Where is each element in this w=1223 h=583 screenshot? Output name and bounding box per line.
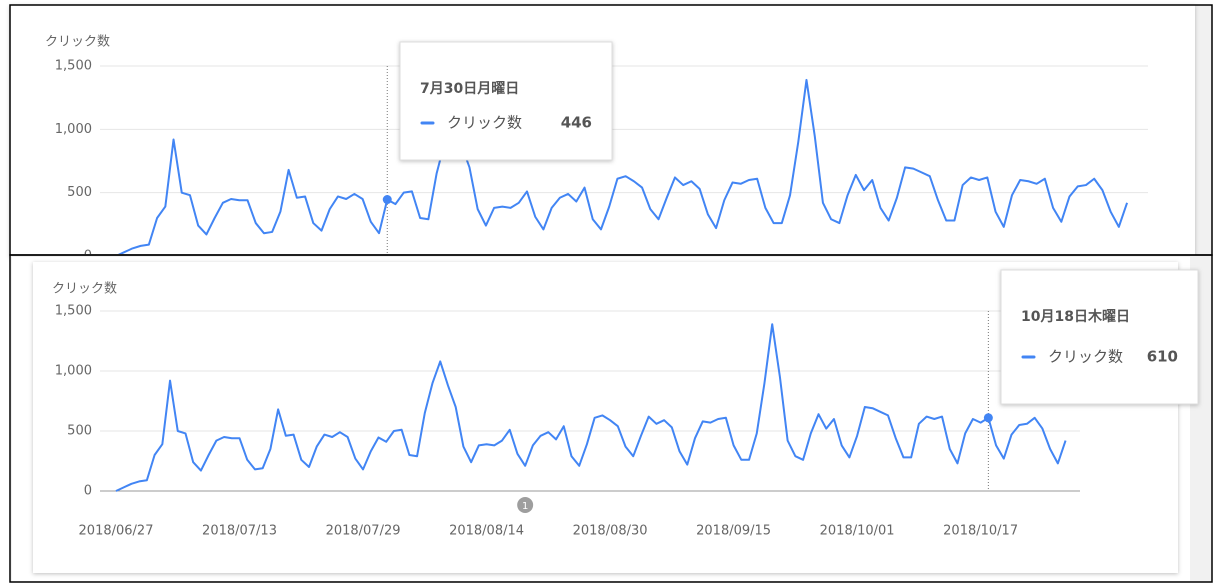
tooltip-series: クリック数 xyxy=(1048,348,1123,366)
bottom-frame xyxy=(9,254,1213,583)
x-tick-label: 2018/08/14 xyxy=(449,524,524,539)
x-tick-label: 2018/10/01 xyxy=(820,524,895,539)
hover-point xyxy=(983,413,993,423)
y-tick-label: 1,500 xyxy=(55,59,92,74)
y-tick-label: 1,500 xyxy=(55,304,92,319)
x-tick-label: 2018/07/13 xyxy=(202,524,277,539)
tooltip-value: 610 xyxy=(1147,348,1178,366)
x-tick-label: 2018/10/17 xyxy=(943,524,1018,539)
x-tick-label: 2018/09/15 xyxy=(696,524,771,539)
tooltip-series: クリック数 xyxy=(447,114,522,132)
x-tick-label: 2018/06/27 xyxy=(79,524,154,539)
bottom-chart: クリック数 0 500 1,000 1,500 2018/06/27 2018/07/13 2… xyxy=(52,269,1199,539)
tooltip-value: 446 xyxy=(561,114,592,132)
x-tick-label: 2018/08/30 xyxy=(573,524,648,539)
annotation-label: 1 xyxy=(522,501,528,512)
hover-point xyxy=(382,195,392,205)
annotation-marker xyxy=(517,497,534,513)
y-tick-label: 500 xyxy=(67,185,92,200)
tooltip xyxy=(399,41,613,161)
tooltip xyxy=(1000,269,1199,405)
tooltip-title: 7月30日月曜日 xyxy=(420,81,519,97)
y-tick-label: 1,000 xyxy=(55,122,92,137)
series-line xyxy=(115,323,1067,492)
x-tick-label: 2018/07/29 xyxy=(326,524,401,539)
y-axis-label: クリック数 xyxy=(45,35,110,50)
y-tick-label: 500 xyxy=(67,424,92,439)
series-line xyxy=(117,78,1129,254)
y-tick-label: 0 xyxy=(84,249,92,264)
y-tick-label: 1,000 xyxy=(55,364,92,379)
tooltip-title: 10月18日木曜日 xyxy=(1021,308,1130,325)
y-tick-label: 0 xyxy=(84,484,92,499)
y-axis-label: クリック数 xyxy=(52,282,117,297)
